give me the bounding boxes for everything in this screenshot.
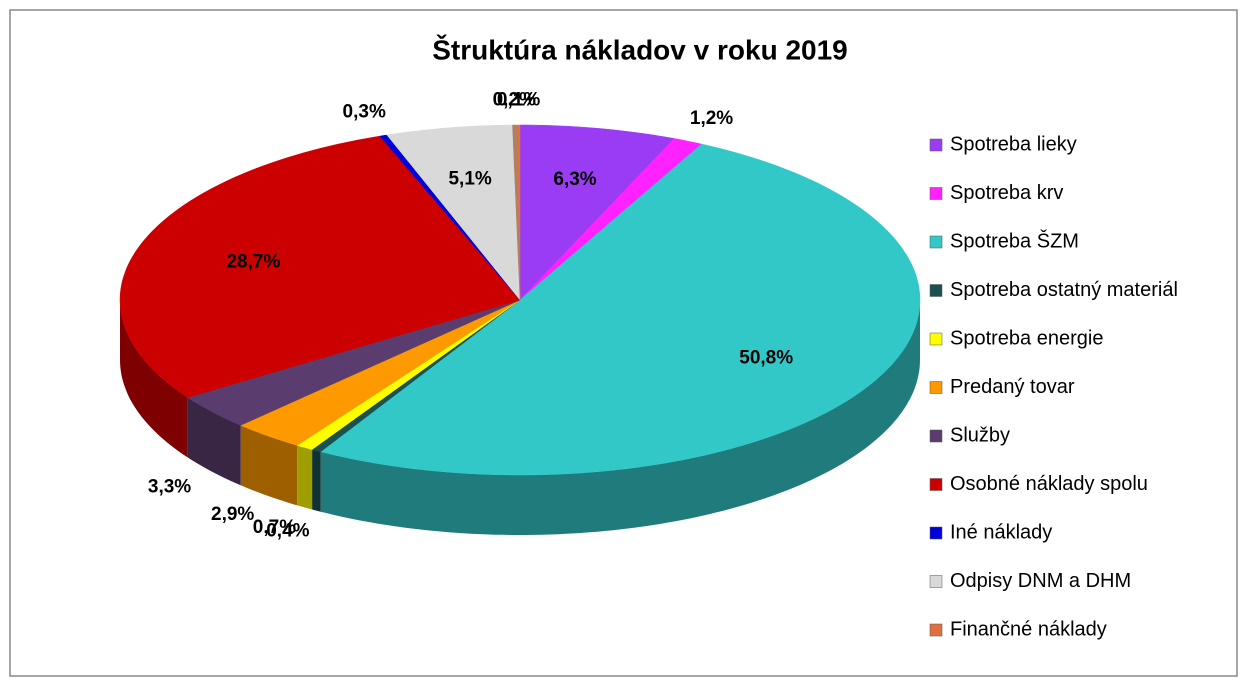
data-label: 3,3% bbox=[148, 477, 191, 498]
legend-label: Predaný tovar bbox=[950, 376, 1075, 398]
data-label: 0,4% bbox=[266, 521, 309, 542]
legend-marker bbox=[929, 429, 943, 443]
data-label: 6,3% bbox=[553, 169, 596, 190]
legend-marker bbox=[929, 381, 943, 394]
legend-marker bbox=[929, 623, 943, 637]
slice bbox=[240, 299, 521, 446]
data-label: 28,7% bbox=[226, 252, 280, 273]
legend-label: Spotreba lieky bbox=[950, 133, 1077, 155]
chart-title: Štruktúra nákladov v roku 2019 bbox=[432, 33, 848, 65]
slice bbox=[119, 135, 521, 398]
slice-side bbox=[240, 425, 298, 506]
legend-marker bbox=[929, 575, 943, 588]
legend-marker bbox=[929, 478, 943, 491]
legend-label: Spotreba ostatný materiál bbox=[950, 279, 1178, 301]
legend-marker bbox=[929, 187, 943, 200]
legend-label: Spotreba energie bbox=[950, 327, 1103, 349]
data-label: 1,2% bbox=[690, 108, 733, 129]
slice bbox=[519, 124, 675, 301]
slice-side bbox=[312, 449, 321, 512]
legend-marker bbox=[929, 526, 943, 540]
slice-side bbox=[297, 445, 313, 510]
data-label: 0,2% bbox=[493, 90, 536, 111]
slice-side bbox=[120, 300, 188, 458]
data-label: 50,8% bbox=[739, 347, 793, 368]
legend-label: Odpisy DNM a DHM bbox=[950, 570, 1131, 592]
data-label: 0,3% bbox=[343, 102, 386, 123]
legend-label: Iné náklady bbox=[950, 521, 1052, 543]
data-label: 5,1% bbox=[448, 168, 491, 189]
legend-marker bbox=[929, 332, 943, 346]
legend-label: Osobné náklady spolu bbox=[950, 473, 1148, 495]
slice bbox=[187, 299, 521, 426]
slice bbox=[517, 124, 521, 301]
slice bbox=[386, 124, 521, 301]
legend-marker bbox=[929, 138, 943, 152]
legend-label: Finančné náklady bbox=[950, 618, 1107, 640]
legend-marker bbox=[929, 235, 943, 249]
data-label: 0,1% bbox=[497, 90, 540, 111]
legend-label: Služby bbox=[950, 424, 1010, 446]
slice-side bbox=[320, 300, 920, 535]
data-label: 2,9% bbox=[211, 504, 254, 525]
legend-label: Spotreba krv bbox=[950, 182, 1063, 204]
legend-label: Spotreba ŠZM bbox=[950, 229, 1079, 252]
data-label: 0,7% bbox=[253, 517, 296, 538]
legend-marker bbox=[929, 284, 943, 297]
slice bbox=[320, 143, 921, 476]
